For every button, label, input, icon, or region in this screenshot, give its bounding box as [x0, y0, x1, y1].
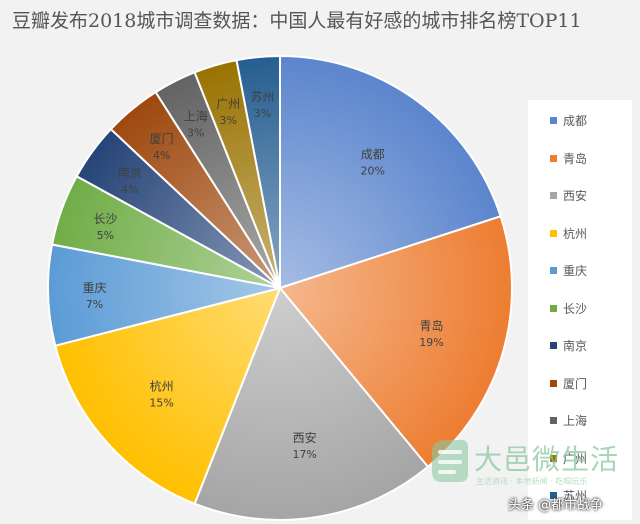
slice-label-percent: 5%	[97, 229, 114, 242]
legend-label: 杭州	[563, 226, 588, 241]
pie-slice-杭州	[54, 286, 282, 506]
slice-label-percent: 3%	[187, 127, 204, 140]
watermark-name: 大邑微生活	[474, 443, 620, 476]
watermark-subtitle: 生活资讯 · 本地新闻 · 吃喝玩乐	[476, 477, 588, 486]
slice-label-percent: 19%	[419, 336, 443, 349]
legend-item: 广州	[550, 450, 587, 467]
slice-label-category: 广州	[216, 97, 240, 111]
legend-item: 上海	[550, 412, 587, 429]
legend-swatch	[550, 379, 557, 387]
legend-swatch	[550, 454, 557, 462]
legend-item: 西安	[550, 187, 587, 204]
chart-legend: 成都青岛西安杭州重庆长沙南京厦门上海广州苏州	[528, 100, 632, 520]
legend-swatch	[550, 117, 557, 124]
legend-label: 上海	[563, 414, 588, 428]
slice-label-percent: 4%	[153, 149, 170, 162]
legend-item: 长沙	[550, 300, 587, 317]
slice-label-category: 重庆	[82, 281, 106, 295]
slice-label-category: 南京	[118, 165, 142, 180]
legend-swatch	[550, 304, 557, 312]
legend-swatch	[550, 229, 557, 237]
slice-label-category: 西安	[293, 430, 317, 445]
slice-label-percent: 17%	[292, 448, 316, 461]
legend-label: 厦门	[563, 376, 588, 391]
legend-item: 杭州	[550, 225, 587, 242]
legend-label: 西安	[563, 189, 588, 203]
slice-label-category: 苏州	[251, 90, 275, 104]
source-credit: 头条 @都市战争	[508, 498, 604, 513]
legend-item: 重庆	[550, 262, 587, 279]
legend-item: 青岛	[550, 150, 587, 167]
slice-label-category: 青岛	[419, 318, 443, 333]
pie-slice-重庆	[47, 243, 281, 347]
chart-title: 豆瓣发布2018城市调查数据：中国人最有好感的城市排名榜TOP11	[12, 10, 582, 32]
slice-label-percent: 3%	[219, 114, 236, 127]
legend-swatch	[550, 492, 557, 499]
pie-slice-西安	[193, 286, 430, 521]
legend-item: 成都	[550, 112, 587, 129]
legend-swatch	[550, 342, 557, 349]
pie-slice-苏州	[235, 54, 281, 289]
legend-swatch	[550, 192, 557, 199]
slice-label-percent: 7%	[86, 298, 103, 311]
slice-label-percent: 4%	[121, 183, 138, 196]
slice-label-category: 成都	[361, 147, 385, 161]
legend-swatch	[550, 154, 557, 162]
legend-label: 广州	[563, 451, 588, 466]
slice-label-category: 长沙	[93, 212, 117, 226]
legend-label: 南京	[563, 339, 588, 353]
slice-label-category: 厦门	[150, 131, 174, 146]
legend-item: 苏州	[550, 487, 587, 504]
slice-label-percent: 3%	[254, 107, 271, 120]
legend-label: 重庆	[563, 264, 588, 278]
legend-label: 长沙	[563, 301, 588, 316]
slice-label-category: 杭州	[150, 378, 174, 393]
legend-swatch	[550, 267, 557, 274]
legend-label: 成都	[563, 114, 588, 128]
slice-label-percent: 15%	[149, 396, 173, 409]
pie-slice-成都	[279, 54, 502, 290]
slice-label-category: 上海	[184, 109, 208, 124]
slice-label-percent: 20%	[361, 164, 385, 177]
watermark-logo-icon	[432, 440, 468, 482]
legend-item: 南京	[550, 337, 587, 354]
legend-swatch	[550, 417, 557, 424]
legend-label: 青岛	[563, 151, 588, 166]
legend-item: 厦门	[550, 375, 587, 392]
legend-label: 苏州	[563, 489, 588, 503]
